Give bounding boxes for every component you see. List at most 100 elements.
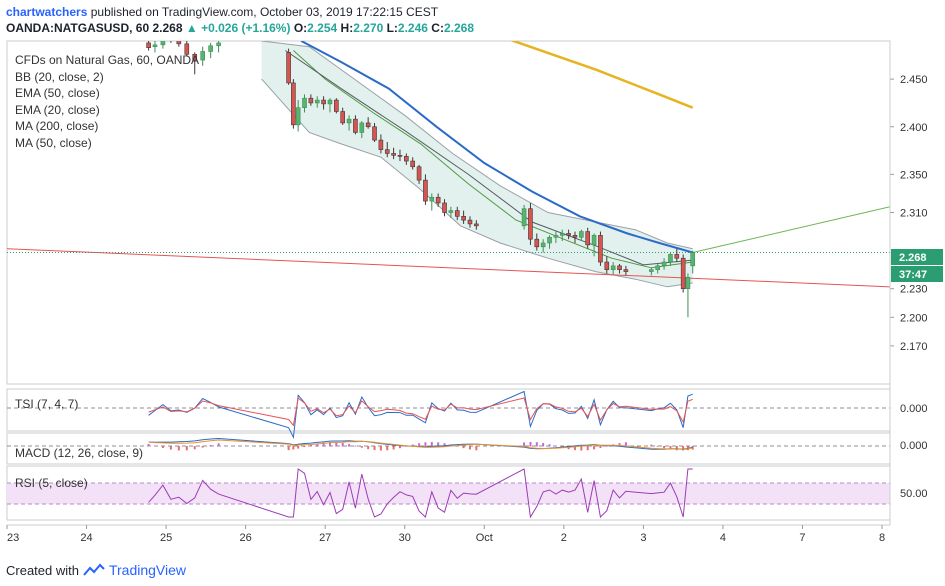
- candle-up: [208, 45, 213, 52]
- macd-hist-bar: [542, 442, 545, 447]
- time-tick-label: 4: [720, 532, 726, 544]
- bb-fill: [261, 41, 693, 287]
- macd-hist-bar: [437, 442, 440, 447]
- time-tick-label: 2: [561, 532, 567, 544]
- candle-down: [461, 216, 466, 221]
- legend-item-ema20[interactable]: EMA (20, close): [15, 102, 100, 117]
- macd-hist-bar: [650, 444, 653, 447]
- candle-down: [291, 82, 296, 126]
- legend-item-bb[interactable]: BB (20, close, 2): [15, 69, 104, 84]
- price-tick-label: 2.310: [900, 208, 928, 220]
- candle-down: [391, 153, 396, 156]
- macd-hist-bar: [153, 445, 156, 447]
- candle-down: [680, 257, 686, 290]
- green-trendline: [692, 206, 890, 254]
- candle-up: [579, 231, 584, 238]
- candle-up: [668, 254, 673, 263]
- tradingview-brand-link[interactable]: TradingView: [108, 562, 187, 578]
- candle-down: [572, 235, 578, 238]
- candle-up: [216, 42, 221, 47]
- candle-down: [423, 179, 428, 202]
- macd-hist-bar: [691, 446, 694, 450]
- legend-item-ema50[interactable]: EMA (50, close): [15, 86, 100, 100]
- candle-up: [429, 196, 435, 202]
- low-value: 2.246: [397, 21, 428, 35]
- candle-up: [661, 261, 667, 267]
- footer: Created with TradingView: [6, 560, 186, 580]
- tsi-axis-value: 0.000: [900, 403, 928, 415]
- rsi-line: [148, 468, 693, 519]
- published-text: published on TradingView.com, October 03…: [90, 5, 439, 19]
- candle-up: [655, 265, 661, 270]
- macd-signal-line: [148, 439, 693, 451]
- candle-up: [359, 122, 365, 133]
- author-link[interactable]: chartwatchers: [6, 5, 88, 19]
- macd-hist-bar: [147, 443, 150, 447]
- candle-down: [334, 99, 339, 112]
- price-tick-label: 2.170: [900, 341, 928, 353]
- macd-hist-bar: [535, 442, 538, 447]
- macd-axis-value: 0.000: [900, 440, 928, 452]
- macd-hist-bar: [201, 446, 204, 448]
- macd-hist-bar: [468, 446, 471, 450]
- macd-hist-bar: [209, 445, 212, 447]
- macd-hist-bar: [287, 446, 290, 451]
- candle-up: [547, 236, 552, 244]
- macd-hist-bar: [418, 443, 421, 447]
- macd-hist-bar: [554, 445, 557, 447]
- macd-hist-bar: [573, 446, 576, 451]
- bb-upper-line: [261, 41, 693, 250]
- price-tick-label: 2.230: [900, 284, 928, 296]
- tsi-signal-line: [148, 397, 693, 427]
- high-label: H:: [340, 21, 354, 35]
- macd-hist-bar: [398, 446, 401, 449]
- macd-hist-bar: [462, 446, 465, 449]
- macd-hist-bar: [443, 443, 446, 447]
- legend-item-ma50[interactable]: MA (50, close): [15, 135, 92, 150]
- macd-hist-bar: [373, 446, 376, 451]
- time-tick-label: 24: [80, 532, 92, 544]
- candle-up: [610, 265, 616, 270]
- candle-up: [346, 118, 352, 124]
- macd-hist-bar: [360, 446, 363, 448]
- candle-up: [200, 51, 205, 61]
- candle-down: [617, 265, 622, 270]
- macd-hist-bar: [292, 446, 295, 450]
- macd-hist-bar: [618, 443, 621, 447]
- candle-down: [378, 139, 384, 150]
- macd-hist-bar: [322, 442, 325, 447]
- high-value: 2.270: [353, 21, 384, 35]
- candle-down: [169, 36, 173, 39]
- ohlc-line: OANDA:NATGASUSD, 60 2.268 ▲ +0.026 (+1.1…: [6, 20, 936, 36]
- candle-down: [585, 231, 591, 246]
- macd-hist-bar: [161, 446, 164, 448]
- macd-hist-bar: [169, 446, 172, 450]
- macd-hist-bar: [663, 446, 666, 449]
- candle-down: [353, 118, 358, 133]
- candle-down: [598, 235, 603, 263]
- up-arrow-icon: ▲: [185, 21, 198, 35]
- chart-header: chartwatchers published on TradingView.c…: [6, 4, 936, 40]
- legend-item-ma200[interactable]: MA (200, close): [15, 119, 99, 133]
- candle-down: [340, 111, 345, 124]
- candle-down: [308, 97, 314, 104]
- macd-hist-bar: [669, 446, 672, 450]
- tsi-label: TSI (7, 4, 7): [15, 397, 78, 411]
- candle-up: [314, 99, 320, 104]
- time-tick-label: 8: [879, 532, 885, 544]
- red-trendline: [7, 248, 890, 288]
- price-tick-label: 2.400: [900, 122, 928, 134]
- macd-hist-bar: [424, 442, 427, 447]
- candle-down: [474, 223, 479, 227]
- time-tick-label: 25: [160, 532, 172, 544]
- macd-hist-bar: [624, 442, 627, 447]
- tradingview-logo-icon: [83, 563, 105, 576]
- candle-down: [397, 155, 403, 157]
- last-price-badge: [891, 249, 943, 265]
- candle-down: [416, 166, 422, 181]
- macd-hist-bar: [193, 446, 196, 450]
- low-label: L:: [386, 21, 398, 35]
- macd-hist-bar: [675, 446, 678, 451]
- legend-title: CFDs on Natural Gas, 60, OANDA: [15, 53, 200, 67]
